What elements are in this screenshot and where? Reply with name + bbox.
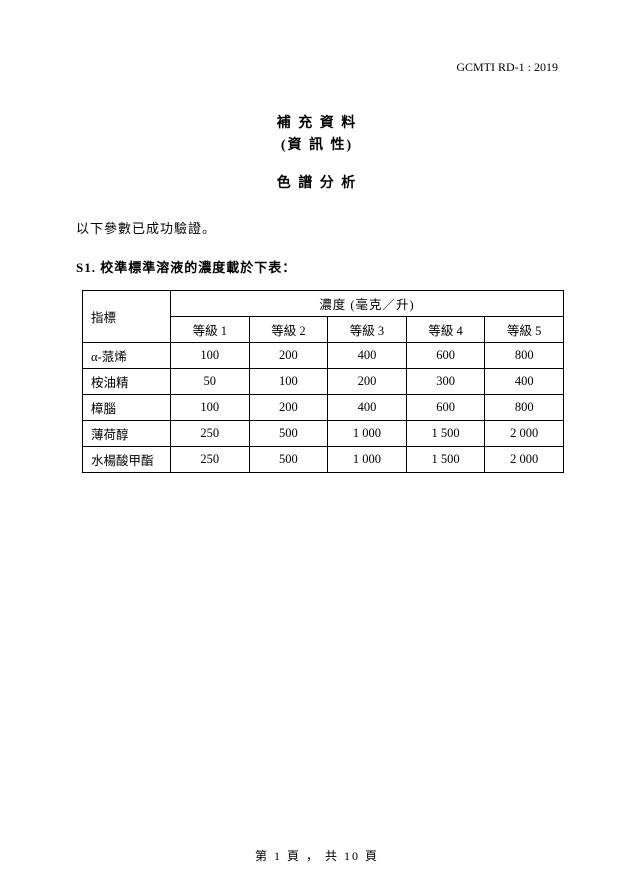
cell: 1 500 [406, 446, 485, 472]
cell: 2 000 [485, 446, 564, 472]
footer-total-pages: 10 [344, 849, 360, 863]
row-name: 水楊酸甲酯 [83, 446, 171, 472]
page-footer: 第 1 頁 ， 共 10 頁 [0, 847, 634, 864]
cell: 400 [485, 368, 564, 394]
intro-text: 以下參數已成功驗證。 [76, 218, 558, 237]
row-name: α-蒎烯 [83, 342, 171, 368]
row-name: 桉油精 [83, 368, 171, 394]
cell: 300 [406, 368, 485, 394]
footer-mid: 頁 ， 共 [287, 849, 339, 863]
cell: 250 [171, 446, 250, 472]
cell: 50 [171, 368, 250, 394]
cell: 200 [249, 342, 328, 368]
footer-suffix: 頁 [365, 849, 379, 863]
cell: 100 [171, 394, 250, 420]
col-level-2: 等級 2 [249, 316, 328, 342]
cell: 1 500 [406, 420, 485, 446]
cell: 800 [485, 342, 564, 368]
cell: 200 [249, 394, 328, 420]
cell: 600 [406, 394, 485, 420]
row-name: 薄荷醇 [83, 420, 171, 446]
cell: 250 [171, 420, 250, 446]
table-row: α-蒎烯 100 200 400 600 800 [83, 342, 564, 368]
document-id: GCMTI RD-1 : 2019 [76, 60, 558, 75]
subtitle: 色 譜 分 析 [76, 172, 558, 192]
cell: 600 [406, 342, 485, 368]
cell: 400 [328, 394, 407, 420]
concentration-table: 指標 濃度 (毫克／升) 等級 1 等級 2 等級 3 等級 4 等級 5 α-… [82, 290, 564, 473]
section-s1-heading: S1. 校準標準溶液的濃度載於下表： [76, 257, 558, 276]
footer-current-page: 1 [274, 849, 282, 863]
cell: 500 [249, 446, 328, 472]
table-row: 桉油精 50 100 200 300 400 [83, 368, 564, 394]
table-row: 水楊酸甲酯 250 500 1 000 1 500 2 000 [83, 446, 564, 472]
footer-prefix: 第 [255, 849, 269, 863]
cell: 1 000 [328, 420, 407, 446]
row-name: 樟腦 [83, 394, 171, 420]
table-row: 薄荷醇 250 500 1 000 1 500 2 000 [83, 420, 564, 446]
cell: 500 [249, 420, 328, 446]
cell: 200 [328, 368, 407, 394]
table-header-row-1: 指標 濃度 (毫克／升) [83, 290, 564, 316]
cell: 800 [485, 394, 564, 420]
cell: 400 [328, 342, 407, 368]
cell: 2 000 [485, 420, 564, 446]
col-level-4: 等級 4 [406, 316, 485, 342]
title-line-2: (資 訊 性) [76, 135, 558, 157]
title-line-1: 補 充 資 料 [76, 113, 558, 135]
col-level-5: 等級 5 [485, 316, 564, 342]
col-level-3: 等級 3 [328, 316, 407, 342]
table-row: 樟腦 100 200 400 600 800 [83, 394, 564, 420]
concentration-header: 濃度 (毫克／升) [171, 290, 564, 316]
cell: 100 [249, 368, 328, 394]
row-header-label: 指標 [83, 290, 171, 342]
cell: 100 [171, 342, 250, 368]
col-level-1: 等級 1 [171, 316, 250, 342]
title-block: 補 充 資 料 (資 訊 性) 色 譜 分 析 [76, 113, 558, 192]
cell: 1 000 [328, 446, 407, 472]
